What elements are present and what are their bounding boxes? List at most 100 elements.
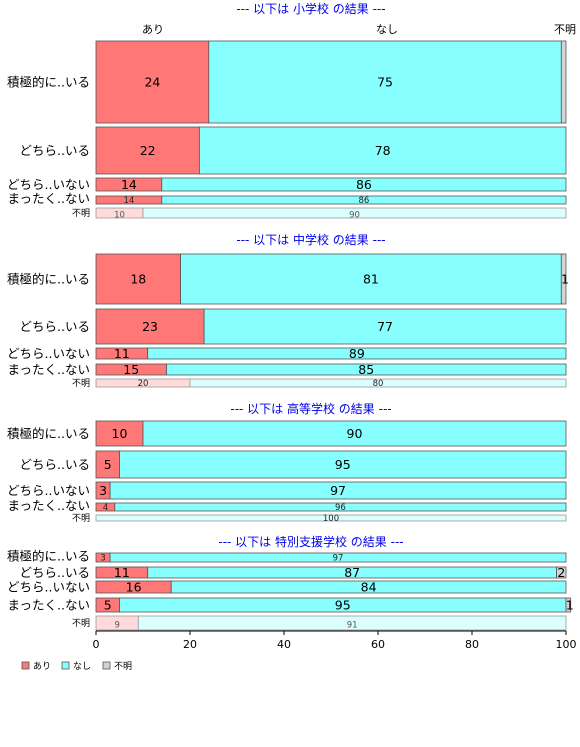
bar-row: どちら..いない 14 86 bbox=[7, 177, 567, 192]
panel-title: --- 以下は 小学校 の結果 --- bbox=[236, 1, 385, 16]
bar-row: まったく..ない 4 96 bbox=[8, 498, 567, 513]
bar-row: 不明 9 91 bbox=[72, 615, 567, 631]
row-label: 不明 bbox=[72, 378, 90, 389]
bar-segment-nashi bbox=[142, 207, 567, 219]
legend-label-fumei: 不明 bbox=[114, 661, 132, 672]
bar-segment-nashi bbox=[161, 195, 567, 205]
bar-segment-nashi bbox=[142, 420, 567, 447]
bar-segment-ari bbox=[95, 420, 144, 447]
x-tick-label: 0 bbox=[93, 638, 100, 651]
value-label: 86 bbox=[356, 177, 372, 192]
value-label: 3 bbox=[99, 483, 107, 498]
panel-title: --- 以下は 中学校 の結果 --- bbox=[236, 232, 385, 247]
value-label: 100 bbox=[323, 514, 339, 524]
value-label: 95 bbox=[335, 457, 351, 472]
bar-segment-nashi bbox=[147, 347, 567, 360]
value-label: 9 bbox=[114, 621, 119, 631]
bar-segment-nashi bbox=[198, 126, 567, 175]
value-label: 5 bbox=[104, 598, 112, 613]
bar-segment-fumei bbox=[556, 566, 567, 579]
row-label: まったく..ない bbox=[8, 498, 90, 513]
bar-segment-nashi bbox=[166, 363, 567, 376]
row-label: まったく..ない bbox=[8, 191, 90, 206]
value-label: 14 bbox=[123, 196, 134, 206]
row-label: どちら..いる bbox=[20, 319, 90, 334]
value-label: 4 bbox=[103, 503, 108, 513]
x-axis: 0 20 40 60 80 100 bbox=[93, 630, 577, 651]
legend-swatch-fumei bbox=[102, 661, 111, 670]
value-label: 15 bbox=[123, 362, 139, 377]
value-label: 16 bbox=[126, 580, 142, 595]
bar-segment-nashi bbox=[109, 481, 567, 500]
bar-segment-ari bbox=[95, 40, 210, 124]
panel-2: --- 以下は 中学校 の結果 --- 積極的に..いる 18 81 1 どちら..いる 2… bbox=[7, 232, 569, 389]
value-label: 11 bbox=[114, 346, 130, 361]
x-tick-label: 60 bbox=[371, 638, 385, 651]
bar-row: どちら..いる 23 77 bbox=[20, 308, 567, 345]
panel-1: --- 以下は 小学校 の結果 --- 積極的に..いる 24 75 どちら..いる 22… bbox=[7, 1, 567, 221]
value-label: 23 bbox=[142, 319, 158, 334]
bar-row: 不明 10 90 bbox=[72, 207, 567, 221]
value-label: 89 bbox=[349, 346, 365, 361]
value-label: 84 bbox=[361, 580, 377, 595]
bar-segment-fumei bbox=[560, 253, 567, 305]
column-label-nashi: なし bbox=[376, 23, 398, 36]
row-label: 不明 bbox=[72, 208, 90, 219]
bar-row: 積極的に..いる 18 81 1 bbox=[7, 253, 569, 305]
row-label: 積極的に..いる bbox=[7, 426, 90, 441]
value-label: 96 bbox=[335, 503, 346, 513]
panel-title: --- 以下は 特別支援学校 の結果 --- bbox=[218, 534, 403, 549]
value-label: 85 bbox=[358, 362, 374, 377]
value-label: 1 bbox=[561, 272, 569, 287]
value-label: 86 bbox=[358, 196, 369, 206]
row-label: まったく..ない bbox=[8, 598, 90, 613]
column-label-ari: あり bbox=[142, 23, 164, 36]
value-label: 75 bbox=[377, 75, 393, 90]
row-label: 積極的に..いる bbox=[7, 549, 90, 564]
bar-segment-ari bbox=[95, 308, 205, 345]
value-label: 1 bbox=[566, 598, 574, 613]
value-label: 5 bbox=[104, 457, 112, 472]
value-label: 77 bbox=[377, 319, 393, 334]
value-label: 78 bbox=[375, 143, 391, 158]
bar-segment-nashi bbox=[114, 502, 567, 512]
bar-row: どちら..いる 22 78 bbox=[20, 126, 567, 175]
bar-segment-nashi bbox=[170, 580, 567, 594]
row-label: どちら..いない bbox=[7, 346, 90, 361]
bar-segment-nashi bbox=[208, 40, 562, 124]
row-label: 不明 bbox=[72, 618, 90, 629]
bar-row: まったく..ない 15 85 bbox=[8, 362, 567, 377]
panel-title: --- 以下は 高等学校 の結果 --- bbox=[230, 401, 391, 416]
legend-label-ari: あり bbox=[33, 661, 51, 672]
value-label: 20 bbox=[138, 379, 149, 389]
x-tick-label: 20 bbox=[183, 638, 197, 651]
value-label: 81 bbox=[363, 272, 379, 287]
value-label: 11 bbox=[114, 565, 130, 580]
bar-segment-fumei bbox=[565, 597, 572, 613]
bar-row: まったく..ない 5 95 1 bbox=[8, 598, 574, 613]
legend-swatch-nashi bbox=[61, 661, 70, 670]
panel-3: --- 以下は 高等学校 の結果 --- 積極的に..いる 10 90 どちら..いる 5… bbox=[7, 401, 567, 524]
legend: あり なし 不明 bbox=[21, 661, 132, 672]
bar-row: どちら..いる 5 95 bbox=[20, 450, 567, 479]
value-label: 87 bbox=[344, 565, 360, 580]
value-label: 14 bbox=[121, 177, 137, 192]
legend-swatch-ari bbox=[21, 661, 30, 670]
value-label: 10 bbox=[112, 426, 128, 441]
bar-row: 積極的に..いる 24 75 bbox=[7, 40, 567, 124]
row-label: どちら..いない bbox=[7, 483, 90, 498]
bar-row: どちら..いない 3 97 bbox=[7, 481, 567, 500]
bar-row: どちら..いない 11 89 bbox=[7, 346, 567, 361]
value-label: 10 bbox=[114, 211, 125, 221]
row-label: どちら..いる bbox=[20, 457, 90, 472]
row-label: どちら..いる bbox=[20, 143, 90, 158]
value-label: 80 bbox=[373, 379, 384, 389]
row-label: 積極的に..いる bbox=[7, 272, 90, 287]
bar-row: 積極的に..いる 3 97 bbox=[7, 549, 567, 564]
bar-row: 不明 100 bbox=[72, 513, 567, 524]
column-label-fumei: 不明 bbox=[554, 23, 576, 36]
bar-segment-nashi bbox=[109, 552, 567, 563]
bar-segment-fumei bbox=[560, 40, 567, 124]
row-label: どちら..いない bbox=[7, 580, 90, 595]
row-label: どちら..いる bbox=[20, 565, 90, 580]
